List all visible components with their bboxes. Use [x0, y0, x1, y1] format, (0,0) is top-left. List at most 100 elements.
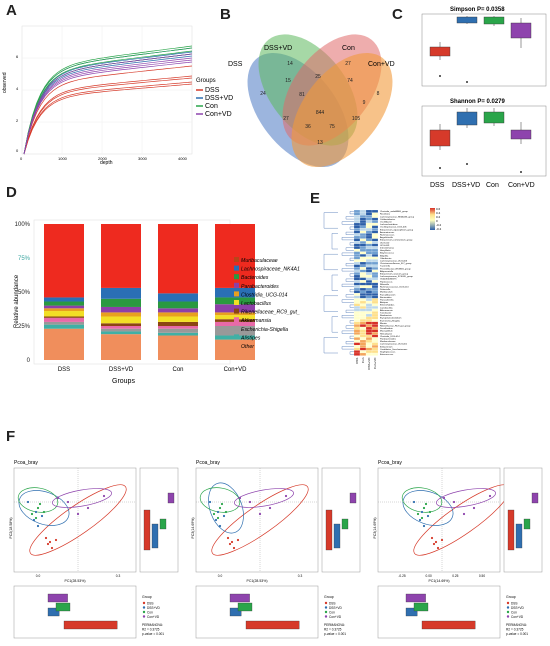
bar-segment	[158, 308, 198, 313]
heatmap-cell	[359, 332, 367, 335]
heatmap-cell	[371, 282, 379, 286]
heatmap-cell	[371, 215, 379, 218]
sample-point	[102, 494, 106, 498]
heatmap-cell	[353, 246, 361, 250]
heatmap-cell	[371, 269, 379, 273]
bar-segment	[158, 321, 198, 326]
f-legend-dot	[506, 601, 510, 605]
row-label: Ruminococcus	[380, 235, 395, 237]
heatmap-cell	[371, 225, 379, 229]
y-axis-label: observed	[2, 72, 8, 93]
heatmap-cell	[359, 243, 367, 247]
bar-segment	[44, 324, 84, 329]
sample-point	[238, 496, 242, 500]
dendrogram-branch	[349, 351, 354, 355]
column-label: Con+VD	[373, 357, 377, 369]
heatmap-cell	[371, 342, 379, 346]
row-label: Peptococcus	[380, 280, 393, 283]
heatmap-cell	[359, 282, 367, 286]
heatmap-cell	[359, 261, 367, 265]
bar-segment	[101, 334, 141, 360]
heatmap-cell	[359, 350, 367, 354]
simpson-title: Simpson P= 0.0358	[450, 7, 505, 13]
heatmap-cell	[359, 347, 367, 351]
simpson-box-dss	[429, 42, 451, 77]
heatmap-cell	[353, 326, 361, 330]
legend-label: Bacteroides	[241, 275, 269, 281]
heatmap-cell	[365, 339, 373, 343]
marginal-box	[167, 492, 175, 504]
heatmap-cell	[371, 264, 379, 268]
sample-point	[420, 516, 424, 520]
heatmap-cell	[359, 230, 367, 234]
color-scale-bar	[430, 208, 435, 230]
heatmap-cell	[365, 285, 373, 289]
dendrogram-branch	[323, 295, 338, 312]
legend-label-dss: DSS	[205, 87, 220, 94]
x-tick-0: 0	[20, 156, 23, 161]
simpson-box-con	[483, 16, 505, 26]
heatmap-cell	[353, 209, 361, 213]
legend-label: Lactobacillus	[241, 301, 271, 307]
stacked-bar-chart: 0 25% 50% 75% 100% Relative abundance Groups…	[14, 219, 300, 385]
heatmap-cells	[353, 209, 379, 356]
group-ellipse	[402, 490, 454, 526]
pcoa-x-tick: -0.25	[398, 574, 405, 578]
row-label: Lachnospiraceae_UCG-006	[380, 260, 408, 263]
heatmap-cell	[353, 313, 361, 317]
legend-label-con: Con	[205, 103, 218, 110]
bar-segment	[101, 331, 141, 335]
heatmap-cell	[353, 347, 361, 351]
shannon-box-dss	[429, 124, 451, 169]
bar-segment	[44, 321, 84, 325]
pcoa-x-tick: 0.50	[479, 574, 485, 578]
sample-point	[258, 512, 262, 516]
panel-label-a: A	[6, 2, 17, 19]
bar-segment	[158, 316, 198, 322]
heatmap-cell	[365, 345, 373, 348]
heatmap-cell	[365, 243, 373, 247]
sample-point	[436, 546, 440, 550]
marginal-box	[413, 602, 429, 612]
heatmap-cell	[365, 280, 373, 283]
heatmap-cell	[365, 272, 373, 276]
heatmap-cell	[353, 272, 361, 276]
heatmap-cell	[353, 303, 361, 307]
row-label: UCG-009	[380, 245, 390, 247]
heatmap-cell	[365, 217, 373, 221]
heatmap-cell	[365, 347, 373, 351]
heatmap-cell	[353, 217, 361, 221]
heatmap-cell	[365, 282, 373, 286]
bar-segment	[44, 308, 84, 312]
pcoa-x-label: PC1(28.53%)	[246, 579, 267, 583]
legend-swatch	[234, 325, 239, 331]
legend-swatch	[234, 282, 239, 288]
heatmap-cell	[371, 347, 379, 351]
heatmap-cell	[371, 248, 379, 252]
d-x-axis-label: Groups	[112, 378, 135, 385]
heatmap-cell	[353, 228, 361, 231]
heatmap-cell	[371, 222, 379, 226]
bar-segment	[44, 301, 84, 306]
f-legend-label: DSS	[329, 602, 336, 606]
sample-point	[76, 512, 80, 516]
bar-segment	[44, 297, 84, 302]
heatmap-cell	[359, 264, 367, 268]
f-legend-dot	[324, 615, 328, 618]
row-label: Butyricicoccus	[380, 252, 395, 255]
c-x-label-convd: Con+VD	[508, 182, 535, 189]
marginal-box	[523, 518, 531, 530]
heatmap-cell	[365, 350, 373, 354]
rarefaction-curve	[23, 51, 193, 155]
heatmap-cell	[371, 293, 379, 296]
dendrogram-branch	[341, 221, 354, 225]
x-tick-2: 2000	[98, 156, 108, 161]
legend-label: Parabacteroides	[241, 284, 279, 290]
row-label: Blautia	[380, 322, 387, 325]
heatmap-cell	[371, 337, 379, 341]
heatmap-cell	[365, 251, 373, 255]
c-x-label-dss: DSS	[430, 182, 445, 189]
marginal-box	[47, 593, 68, 603]
heatmap-cell	[353, 350, 361, 354]
heatmap-cell	[371, 238, 379, 242]
